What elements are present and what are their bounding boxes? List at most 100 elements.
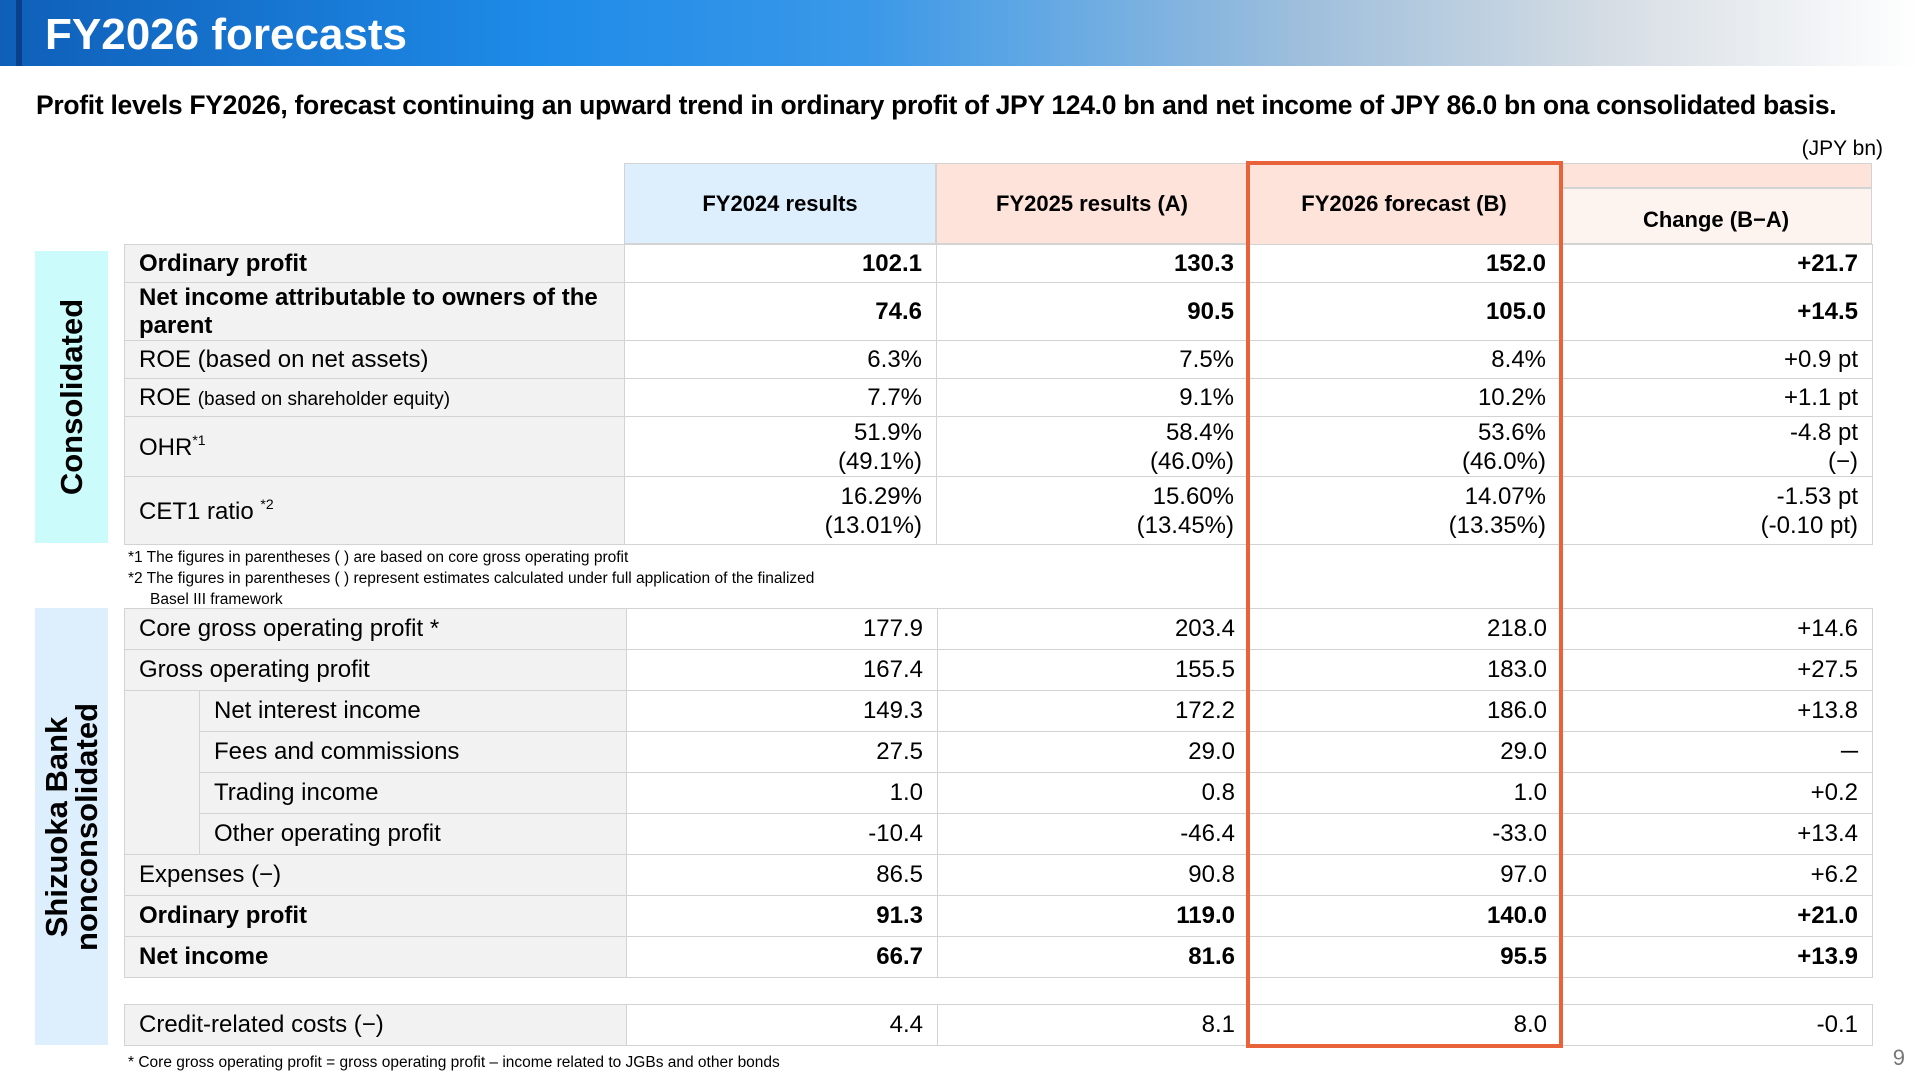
cell-change: +6.2	[1561, 854, 1873, 896]
page-title: FY2026 forecasts	[45, 10, 407, 59]
cell-fy2024: 51.9% (49.1%)	[624, 416, 937, 477]
cell-fy2025: 7.5%	[936, 340, 1249, 379]
row-label: Expenses (−)	[124, 854, 627, 896]
table-row: Ordinary profit 91.3 119.0 140.0 +21.0	[124, 895, 1873, 937]
row-label: CET1 ratio *2	[124, 476, 625, 545]
table-row: ROE (based on net assets) 6.3% 7.5% 8.4%…	[124, 340, 1873, 379]
cell-change: +1.1 pt	[1560, 378, 1873, 417]
cell-change: -0.1	[1561, 1004, 1873, 1046]
cell-fy2024: 149.3	[626, 690, 938, 732]
cell-fy2025: 58.4% (46.0%)	[936, 416, 1249, 477]
table-row: Net interest income 149.3 172.2 186.0 +1…	[124, 690, 1873, 855]
row-label-main: OHR	[139, 433, 193, 461]
cell-fy2024: 4.4	[626, 1004, 938, 1046]
value: -4.8 pt	[1789, 418, 1858, 446]
footnote-core-gross: * Core gross operating profit = gross op…	[128, 1054, 780, 1071]
cell-fy2025: 9.1%	[936, 378, 1249, 417]
value: 15.60%	[1152, 482, 1234, 510]
table-row: Ordinary profit 102.1 130.3 152.0 +21.7	[124, 244, 1873, 283]
header-fy2025: FY2025 results (A)	[936, 163, 1248, 244]
cell-change: +0.9 pt	[1560, 340, 1873, 379]
cell-fy2025: 155.5	[937, 649, 1250, 691]
row-label: Net income attributable to owners of the…	[124, 282, 625, 341]
header-fy2024: FY2024 results	[624, 163, 936, 244]
cell-change: ─	[1561, 731, 1873, 773]
footnote-ref: *1	[192, 431, 206, 448]
cell-change: -4.8 pt (−)	[1560, 416, 1873, 477]
cell-fy2026: 8.4%	[1248, 340, 1561, 379]
cell-fy2024: 74.6	[624, 282, 937, 341]
cell-fy2026: 186.0	[1249, 690, 1562, 732]
cell-fy2026: 1.0	[1249, 772, 1562, 814]
row-label-main: ROE	[139, 383, 192, 411]
page-subtitle: Profit levels FY2026, forecast continuin…	[36, 90, 1837, 120]
row-label: Ordinary profit	[124, 244, 625, 283]
header-fy2026: FY2026 forecast (B)	[1248, 163, 1560, 244]
cell-fy2025: 90.5	[936, 282, 1249, 341]
row-label: Other operating profit	[199, 813, 627, 855]
value-sub: (46.0%)	[1149, 447, 1234, 475]
row-label: OHR*1	[124, 416, 625, 477]
value: 58.4%	[1165, 418, 1234, 446]
cell-fy2024: 102.1	[624, 244, 937, 283]
cell-fy2024: 6.3%	[624, 340, 937, 379]
table-row: CET1 ratio *2 16.29% (13.01%) 15.60% (13.4…	[124, 476, 1873, 545]
value-sub: (−)	[1828, 447, 1858, 475]
cell-fy2025: 8.1	[937, 1004, 1250, 1046]
table-row: OHR*1 51.9% (49.1%) 58.4% (46.0%) 53.6% (46…	[124, 416, 1873, 477]
table-row: Credit-related costs (−) 4.4 8.1 8.0 -0.…	[124, 1004, 1873, 1046]
row-label: ROE (based on shareholder equity)	[124, 378, 625, 417]
table-row: Fees and commissions 27.5 29.0 29.0 ─	[125, 731, 1873, 773]
title-bar: FY2026 forecasts	[0, 0, 1920, 66]
footnote-ref: *2	[260, 495, 274, 512]
row-label: Fees and commissions	[199, 731, 627, 773]
header-change: Change (B−A)	[1560, 188, 1872, 244]
row-label-main: CET1 ratio	[139, 497, 254, 525]
cell-fy2024: 91.3	[626, 895, 938, 937]
cell-fy2024: -10.4	[626, 813, 938, 855]
table-row: ROE (based on shareholder equity) 7.7% 9…	[124, 378, 1873, 417]
cell-fy2024: 177.9	[626, 608, 938, 650]
cell-change: +21.7	[1560, 244, 1873, 283]
row-label: Gross operating profit	[124, 649, 627, 691]
cell-fy2025: 203.4	[937, 608, 1250, 650]
row-label: Net interest income	[199, 690, 627, 732]
page-number: 9	[1892, 1045, 1905, 1070]
cell-fy2025: 172.2	[937, 690, 1250, 732]
cell-fy2025: 29.0	[937, 731, 1250, 773]
table-row: Core gross operating profit * 177.9 203.…	[124, 608, 1873, 650]
row-label: Trading income	[199, 772, 627, 814]
unit-label: (JPY bn)	[1801, 137, 1883, 160]
cell-change: +0.2	[1561, 772, 1873, 814]
cell-fy2025: -46.4	[937, 813, 1250, 855]
value: 53.6%	[1477, 418, 1546, 446]
consolidated-table: Ordinary profit 102.1 130.3 152.0 +21.7 …	[124, 244, 1873, 545]
row-label: Net income	[124, 936, 627, 978]
cell-fy2024: 16.29% (13.01%)	[624, 476, 937, 545]
value: 51.9%	[853, 418, 922, 446]
cell-change: +14.6	[1561, 608, 1873, 650]
header-change-band	[1560, 163, 1872, 188]
consolidated-band: Consolidated	[35, 251, 108, 543]
cell-fy2026: 140.0	[1249, 895, 1562, 937]
cell-change: +13.4	[1561, 813, 1873, 855]
footnote-2: *2 The figures in parentheses ( ) repres…	[128, 570, 815, 587]
cell-fy2026: 29.0	[1249, 731, 1562, 773]
value: 14.07%	[1464, 482, 1546, 510]
cell-fy2024: 27.5	[626, 731, 938, 773]
footnote-1: *1 The figures in parentheses ( ) are ba…	[128, 549, 629, 566]
cell-fy2026: 218.0	[1249, 608, 1562, 650]
table-row: Trading income 1.0 0.8 1.0 +0.2	[125, 772, 1873, 814]
value-sub: (13.01%)	[824, 511, 922, 539]
cell-fy2025: 130.3	[936, 244, 1249, 283]
table-row: Other operating profit -10.4 -46.4 -33.0…	[125, 813, 1873, 855]
cell-fy2025: 0.8	[937, 772, 1250, 814]
value: 16.29%	[840, 482, 922, 510]
nonconsolidated-label: Shizuoka Bank nonconsolidated	[39, 703, 104, 951]
cell-fy2024: 66.7	[626, 936, 938, 978]
table-row: Expenses (−) 86.5 90.8 97.0 +6.2	[124, 854, 1873, 896]
cell-fy2026: 8.0	[1249, 1004, 1562, 1046]
nonconsolidated-band: Shizuoka Bank nonconsolidated	[35, 608, 108, 1045]
cell-fy2024: 167.4	[626, 649, 938, 691]
cell-change: +27.5	[1561, 649, 1873, 691]
